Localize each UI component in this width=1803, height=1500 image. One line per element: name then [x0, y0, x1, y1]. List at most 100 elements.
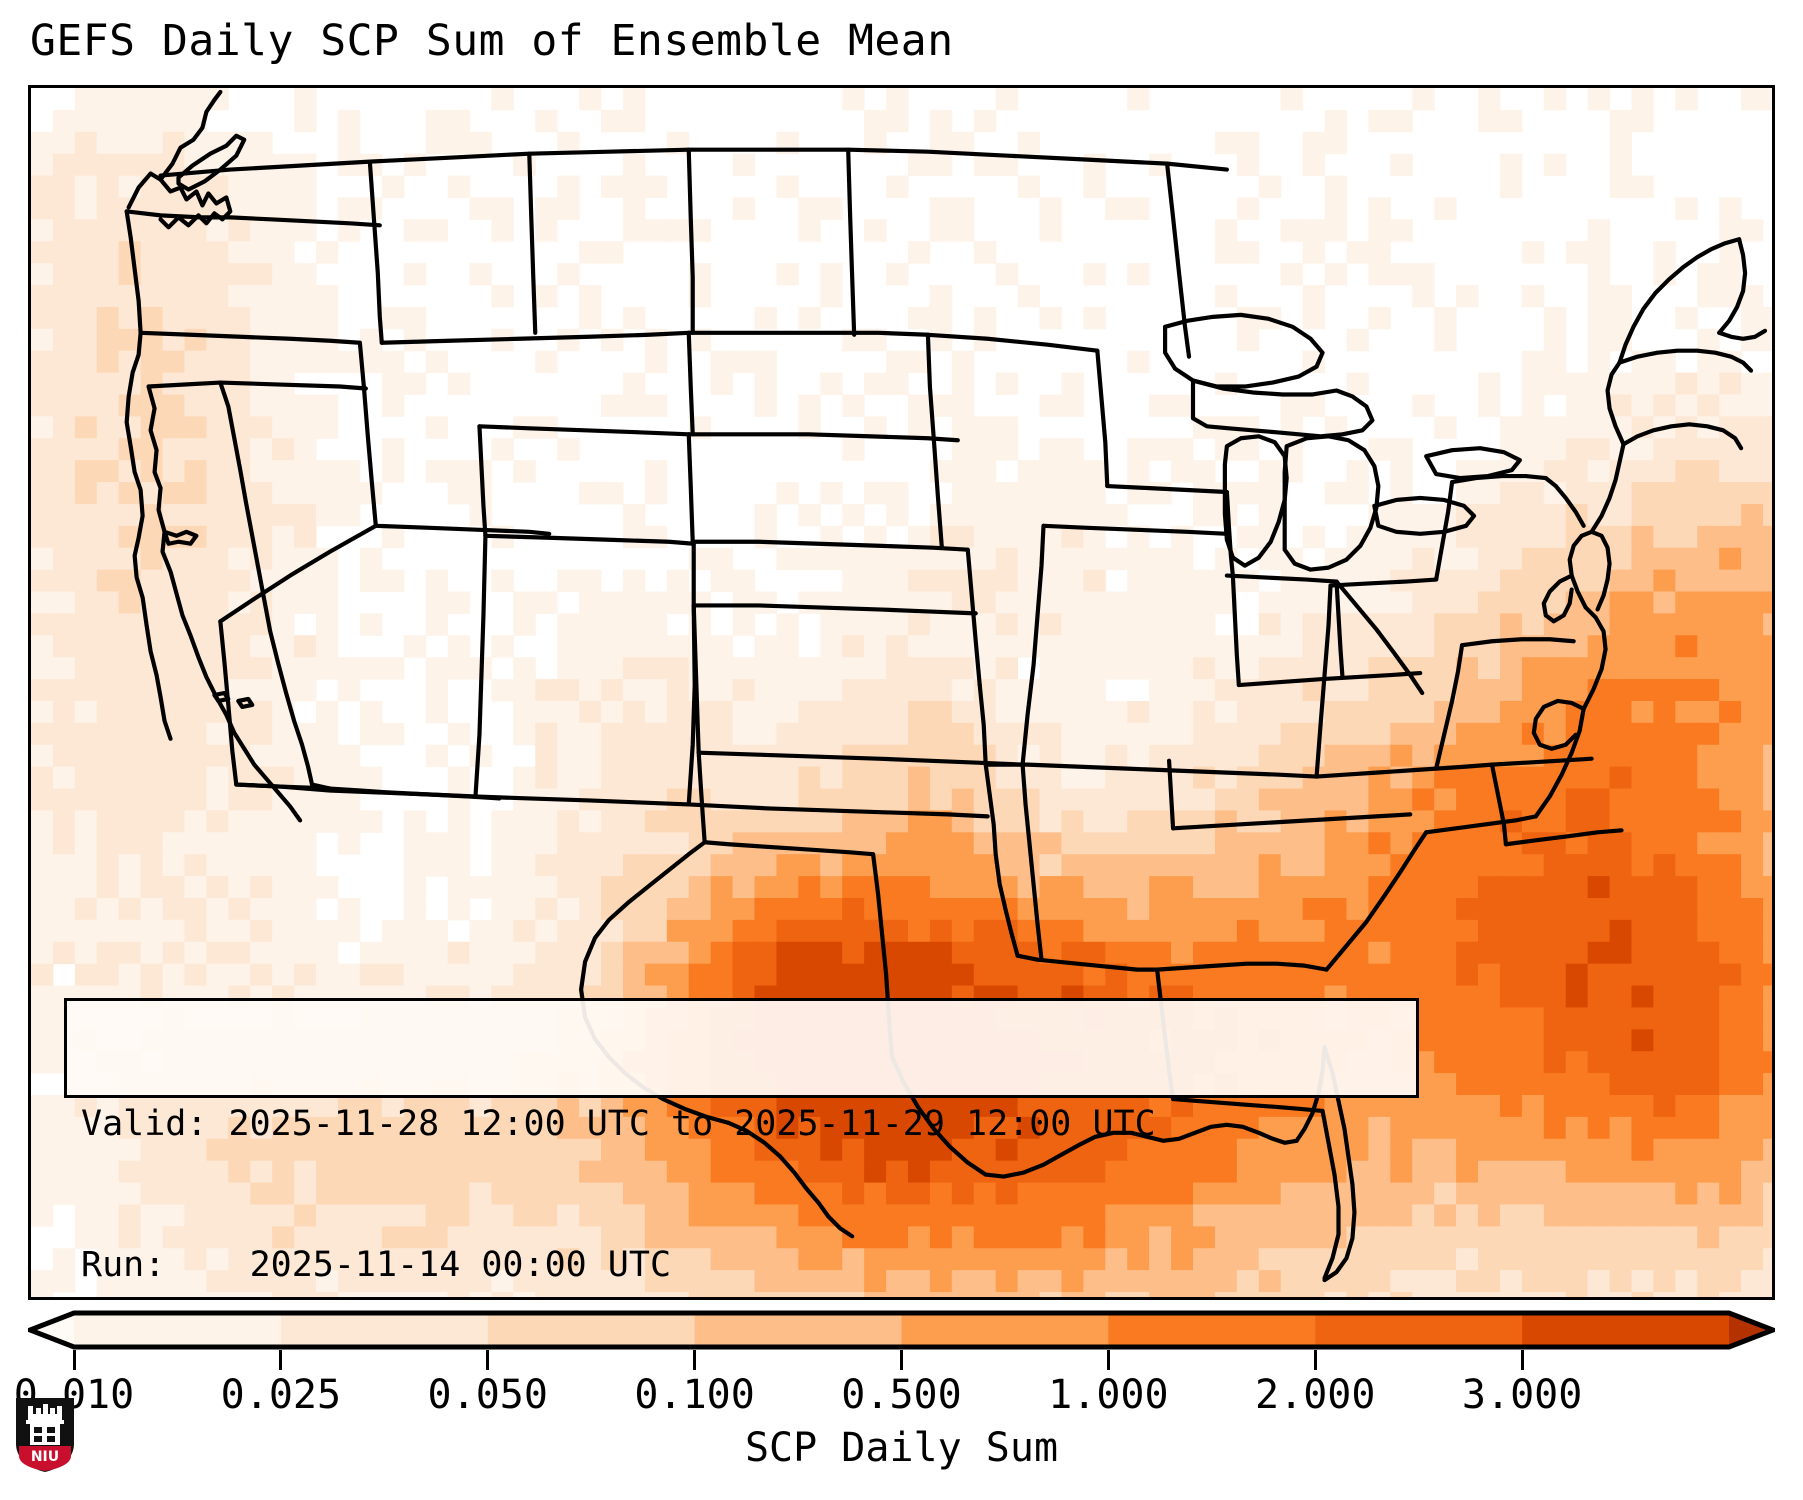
- grid-cell: [1127, 657, 1150, 680]
- grid-cell: [1324, 679, 1347, 702]
- grid-cell: [491, 876, 514, 899]
- grid-cell: [1478, 88, 1501, 111]
- grid-cell: [1302, 1138, 1326, 1162]
- grid-cell: [1478, 679, 1501, 702]
- grid-cell: [1478, 1007, 1501, 1030]
- grid-cell: [1434, 1138, 1457, 1162]
- grid-cell: [951, 941, 975, 965]
- grid-cell: [1675, 1160, 1698, 1184]
- grid-cell: [469, 131, 492, 155]
- grid-cell: [995, 919, 1019, 943]
- grid-cell: [1697, 350, 1720, 374]
- grid-cell: [622, 854, 646, 877]
- grid-cell: [1543, 1270, 1567, 1293]
- grid-cell: [842, 810, 865, 833]
- grid-cell: [469, 1292, 492, 1297]
- grid-cell: [1412, 919, 1435, 943]
- grid-cell: [1412, 788, 1435, 811]
- grid-cell: [820, 1095, 843, 1118]
- grid-cell: [1236, 438, 1260, 461]
- grid-cell: [557, 657, 580, 680]
- grid-cell: [1719, 679, 1742, 702]
- grid-cell: [228, 635, 251, 658]
- grid-cell: [688, 897, 712, 921]
- grid-cell: [929, 1182, 953, 1205]
- grid-cell: [820, 263, 843, 286]
- grid-cell: [1499, 963, 1523, 987]
- grid-cell: [951, 1182, 975, 1205]
- grid-cell: [1324, 591, 1347, 614]
- grid-cell: [579, 766, 602, 790]
- grid-cell: [1039, 591, 1062, 614]
- grid-cell: [1675, 197, 1698, 220]
- grid-cell: [316, 919, 339, 943]
- grid-cell: [1565, 766, 1589, 790]
- grid-cell: [1609, 1248, 1632, 1271]
- grid-cell: [973, 460, 997, 483]
- grid-cell: [1258, 700, 1282, 724]
- grid-cell: [1741, 897, 1764, 921]
- grid-cell: [688, 810, 712, 833]
- grid-cell: [1587, 219, 1611, 242]
- grid-cell: [710, 963, 734, 987]
- grid-cell: [688, 832, 712, 855]
- grid-cell: [951, 963, 975, 987]
- grid-cell: [96, 635, 120, 658]
- grid-cell: [228, 700, 251, 724]
- grid-cell: [1741, 635, 1764, 658]
- grid-cell: [1587, 1138, 1611, 1162]
- grid-cell: [1127, 854, 1150, 877]
- grid-cell: [294, 88, 317, 111]
- grid-cell: [1543, 1007, 1567, 1030]
- grid-cell: [403, 219, 427, 242]
- grid-cell: [1390, 766, 1413, 790]
- grid-cell: [337, 766, 361, 790]
- grid-cell: [1521, 635, 1545, 658]
- grid-cell: [1214, 131, 1238, 155]
- grid-cell: [1456, 1182, 1479, 1205]
- grid-cell: [622, 722, 646, 746]
- grid-cell: [1478, 1248, 1501, 1271]
- grid-cell: [381, 941, 405, 965]
- grid-cell: [337, 482, 361, 505]
- grid-cell: [644, 1138, 668, 1162]
- grid-cell: [359, 569, 383, 592]
- grid-cell: [1083, 766, 1106, 790]
- grid-cell: [250, 372, 273, 395]
- grid-cell: [535, 197, 558, 220]
- grid-cell: [250, 1248, 273, 1271]
- grid-cell: [842, 832, 865, 855]
- grid-cell: [403, 306, 427, 330]
- grid-cell: [381, 394, 405, 417]
- grid-cell: [140, 131, 164, 155]
- grid-cell: [1631, 1116, 1654, 1140]
- grid-cell: [1543, 1029, 1567, 1052]
- grid-cell: [294, 503, 317, 527]
- grid-cell: [1543, 1138, 1567, 1162]
- grid-cell: [776, 744, 799, 768]
- grid-cell: [359, 350, 383, 374]
- grid-cell: [688, 547, 712, 571]
- grid-cell: [403, 810, 427, 833]
- grid-cell: [491, 1292, 514, 1297]
- grid-cell: [228, 744, 251, 768]
- colorbar-tick: [486, 1350, 490, 1370]
- grid-cell: [1631, 1270, 1654, 1293]
- grid-cell: [140, 394, 164, 417]
- grid-cell: [1236, 700, 1260, 724]
- grid-cell: [74, 306, 98, 330]
- grid-cell: [96, 963, 120, 987]
- grid-cell: [228, 328, 251, 352]
- grid-cell: [1763, 1029, 1772, 1052]
- grid-cell: [579, 635, 602, 658]
- grid-cell: [1763, 985, 1772, 1008]
- grid-cell: [206, 788, 229, 811]
- grid-cell: [798, 591, 821, 614]
- grid-cell: [907, 744, 931, 768]
- grid-cell: [1192, 722, 1216, 746]
- grid-cell: [272, 263, 295, 286]
- grid-cell: [535, 350, 558, 374]
- grid-cell: [447, 788, 470, 811]
- grid-cell: [1368, 306, 1391, 330]
- grid-cell: [820, 832, 843, 855]
